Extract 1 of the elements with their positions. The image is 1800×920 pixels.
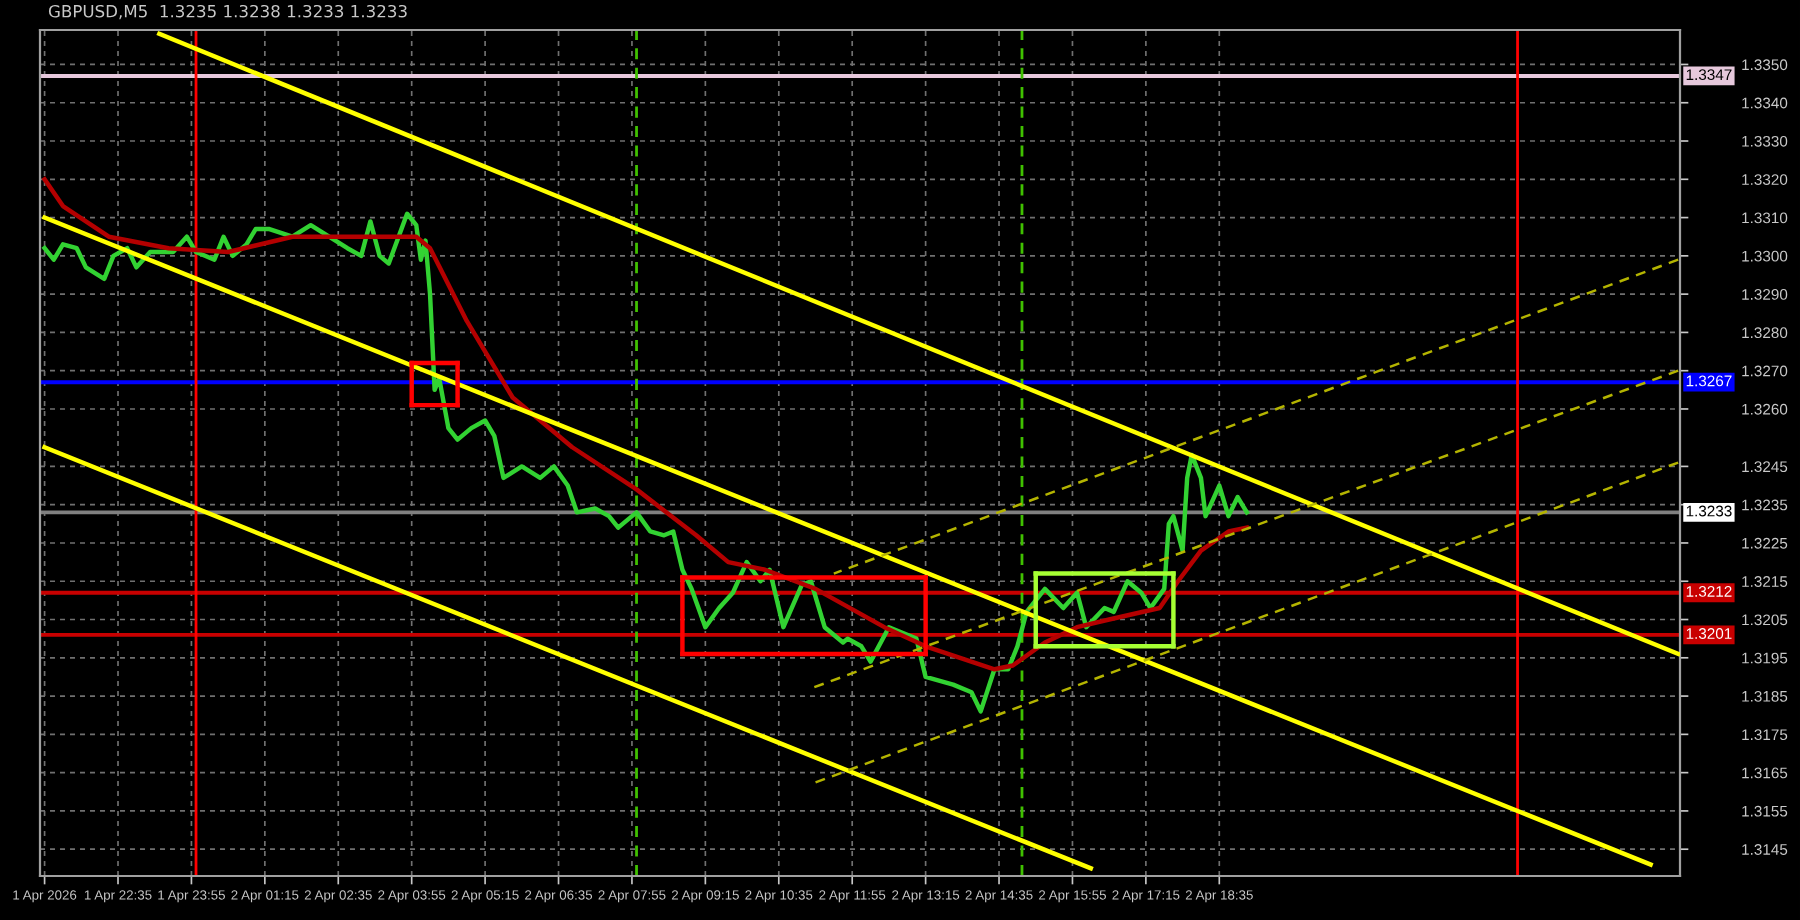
chart-title: GBPUSD,M5 1.3235 1.3238 1.3233 1.3233 — [48, 4, 407, 20]
